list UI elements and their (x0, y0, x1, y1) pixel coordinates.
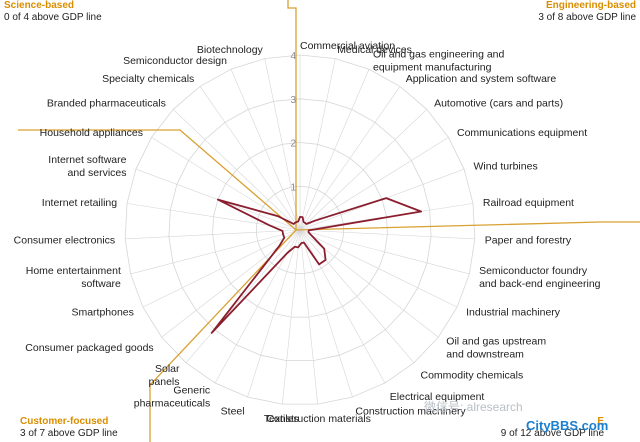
category-label: Electrical equipment (390, 391, 485, 403)
category-label: Semiconductor foundry and back-end engine… (479, 265, 601, 290)
sector-title: E (597, 416, 604, 427)
category-label: Communications equipment (457, 127, 587, 139)
category-label: Wind turbines (474, 161, 538, 173)
category-label: Oil and gas upstream and downstream (446, 336, 546, 361)
grid-spoke (299, 58, 336, 231)
grid-spoke (299, 229, 386, 384)
grid-ring (168, 98, 432, 362)
grid-spoke (199, 86, 301, 231)
category-label: Consumer electronics (14, 234, 116, 246)
category-label: Medical devices (337, 44, 412, 56)
category-label: Generic pharmaceuticals (134, 384, 210, 409)
category-label: Steel (221, 406, 245, 418)
grid-spoke (125, 229, 301, 240)
category-label: Home entertainment software (26, 265, 121, 290)
grid-ring (124, 54, 476, 405)
category-label: Railroad equipment (483, 197, 574, 209)
category-label: Industrial machinery (466, 307, 561, 319)
sector-science-based: Science-based 0 of 4 above GDP line (4, 0, 102, 24)
sector-title: Engineering-based (545, 0, 636, 11)
series-line (210, 197, 423, 334)
category-label: Construction machinery (355, 406, 466, 418)
category-label: Biotechnology (197, 44, 264, 56)
sector-subtitle: 0 of 4 above GDP line (4, 12, 102, 23)
grid-spoke (230, 69, 301, 231)
sector-title: Science-based (4, 0, 75, 11)
grid-spoke (299, 229, 458, 308)
sector-customer-focused: Customer-focused 3 of 7 above GDP line (20, 416, 118, 440)
sector-engineering-based: Engineering-based 3 of 8 above GDP line (538, 0, 636, 24)
category-label: Paper and forestry (485, 234, 572, 246)
category-label: Household appliances (40, 127, 143, 139)
grid-spoke (142, 229, 301, 308)
sector-divider (295, 221, 640, 231)
radial-axis-ticks: 1 2 3 4 (290, 51, 296, 193)
category-label: Consumer packaged goods (25, 342, 153, 354)
grid-spoke (130, 229, 301, 275)
radial-tick-label: 3 (290, 95, 296, 106)
grid-spoke (185, 229, 301, 363)
grid-ring (255, 185, 345, 274)
sector-efficiency-driven: E 9 of 12 above GDP line (501, 416, 604, 440)
category-label: Construction materials (266, 413, 370, 425)
category-label: Oil and gas engineering and equipment man… (373, 49, 505, 74)
grid-spoke (299, 229, 415, 363)
sector-subtitle: 3 of 7 above GDP line (20, 428, 118, 439)
grid-spoke (299, 109, 428, 231)
grid-spoke (247, 229, 301, 398)
sector-subtitle: 9 of 12 above GDP line (500, 428, 604, 439)
category-label: Textiles (264, 413, 299, 425)
grid-spoke (172, 109, 301, 231)
grid-spoke (299, 229, 318, 405)
category-label: Commodity chemicals (421, 369, 524, 381)
category-label: Smartphones (71, 307, 133, 319)
grid-spoke (299, 229, 353, 398)
watermark-text: 微信号: alresearch (424, 400, 523, 414)
category-label: Application and system software (406, 73, 557, 85)
radial-tick-label: 1 (290, 182, 296, 193)
grid-spoke (299, 229, 470, 275)
radial-tick-label: 2 (290, 139, 296, 150)
grid-spoke (126, 203, 301, 231)
category-label: Specialty chemicals (102, 73, 194, 85)
category-label: Automotive (cars and parts) (434, 98, 563, 110)
category-label: Solar panels (149, 363, 180, 388)
radar-grid (124, 54, 476, 405)
category-label: Internet retailing (42, 197, 117, 209)
grid-spoke (282, 229, 301, 405)
grid-spoke (299, 137, 449, 231)
grid-spoke (299, 86, 401, 231)
radial-tick-label: 4 (290, 51, 296, 62)
sector-divider (149, 229, 297, 442)
grid-spoke (299, 69, 370, 231)
category-label: Semiconductor design (123, 55, 227, 67)
sector-subtitle: 3 of 8 above GDP line (538, 12, 636, 23)
watermark-logo: CityBBS.com (526, 418, 609, 433)
sector-dividers (18, 0, 640, 442)
category-label: Commercial aviation (300, 40, 395, 52)
category-label: Branded pharmaceuticals (47, 98, 166, 110)
series-layer (210, 197, 423, 334)
category-label: Internet software and services (48, 154, 126, 179)
sector-divider (287, 0, 297, 230)
sector-divider (18, 129, 297, 231)
grid-spoke (299, 229, 475, 240)
grid-spoke (264, 58, 301, 231)
sector-title: Customer-focused (20, 416, 109, 427)
grid-ring (212, 142, 388, 318)
